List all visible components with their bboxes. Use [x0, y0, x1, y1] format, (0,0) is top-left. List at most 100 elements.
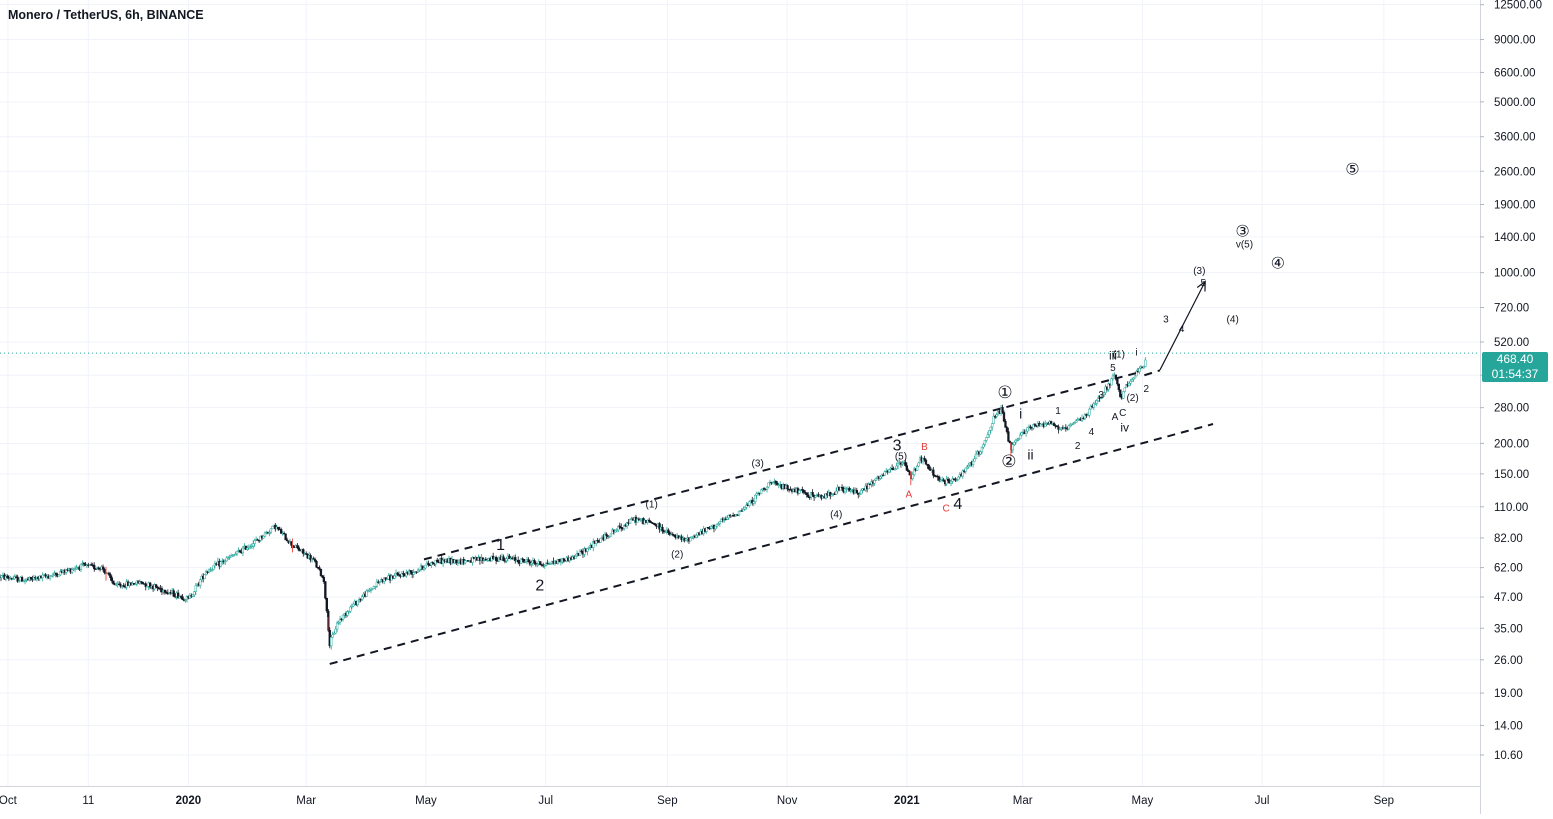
candle-body — [1052, 423, 1056, 426]
candle-body — [347, 610, 351, 613]
candle-body — [519, 558, 523, 564]
candle-body — [149, 582, 152, 588]
candle-body — [752, 501, 755, 504]
candle-body — [661, 526, 664, 532]
candle-body — [12, 578, 15, 580]
candle-body — [1072, 423, 1075, 425]
time-axis-label: 11 — [82, 795, 94, 807]
candle-body — [141, 582, 144, 584]
candle-body — [671, 533, 674, 536]
candle-body — [543, 565, 546, 567]
wave-label: (3) — [752, 458, 764, 469]
candle-body — [1086, 414, 1090, 417]
candle-body — [618, 525, 621, 528]
candle-body — [843, 488, 847, 493]
candle-body — [212, 565, 215, 570]
candle-body — [1001, 407, 1004, 413]
candle-body — [456, 562, 459, 564]
candle-body — [830, 494, 833, 497]
candle-body — [400, 573, 404, 577]
candle-body — [946, 478, 950, 481]
candle-body — [636, 518, 639, 523]
wave-label: A — [905, 490, 912, 501]
candle-body — [1097, 397, 1100, 402]
price-axis-label: 280.00 — [1494, 403, 1529, 415]
candle-body — [986, 434, 989, 438]
candle-body — [118, 583, 121, 586]
candle-body — [695, 535, 698, 538]
price-axis-label: 62.00 — [1494, 563, 1523, 575]
candle-body — [938, 476, 941, 481]
wave-label: B — [921, 442, 928, 453]
candle-body — [578, 550, 582, 556]
candle-body — [603, 533, 607, 541]
candle-body — [1004, 420, 1007, 428]
candle-body — [93, 564, 96, 570]
candle-body — [814, 495, 817, 498]
candle-body — [748, 501, 751, 506]
wave-label: C — [942, 503, 949, 514]
candle-body — [839, 486, 842, 491]
candle-body — [319, 568, 323, 577]
candle-body — [386, 578, 389, 581]
candle-body — [140, 581, 143, 583]
candle-body — [41, 574, 44, 578]
candle-body — [79, 564, 83, 570]
candle-body — [973, 458, 976, 462]
last-price-badge: 468.40 01:54:37 — [1482, 352, 1548, 382]
candle-body — [936, 476, 939, 478]
candle-body — [365, 590, 368, 597]
candle-body — [860, 490, 863, 495]
candle-body — [225, 557, 228, 562]
candle-body — [360, 596, 364, 600]
candle-body — [502, 556, 505, 561]
candle-body — [527, 559, 530, 562]
candle-body — [163, 589, 167, 593]
candle-body — [559, 561, 563, 563]
candle-body — [558, 559, 561, 563]
wave-label: ③ — [1235, 223, 1249, 240]
wave-label: 2 — [535, 577, 544, 594]
candle-body — [726, 517, 729, 520]
candle-body — [305, 553, 308, 555]
candle-body — [285, 539, 289, 542]
candle-body — [896, 462, 900, 467]
price-axis-label: 520.00 — [1494, 337, 1529, 349]
candle-body — [586, 548, 589, 552]
candle-body — [59, 571, 62, 576]
candle-body — [296, 545, 299, 548]
candle-body — [277, 526, 280, 530]
candle-body — [971, 460, 975, 465]
candle-body — [110, 577, 114, 582]
candle-body — [146, 586, 149, 588]
wave-label: ① — [997, 383, 1012, 402]
candle-body — [933, 475, 936, 477]
candle-body — [1127, 383, 1131, 387]
candle-body — [991, 423, 994, 428]
candle-body — [191, 594, 195, 597]
candle-body — [867, 483, 870, 490]
candle-body — [848, 487, 851, 492]
candle-body — [514, 557, 517, 562]
candle-body — [932, 469, 935, 476]
candle-body — [776, 482, 779, 486]
candle-body — [324, 581, 327, 599]
candle-body — [907, 470, 910, 472]
candle-body — [617, 525, 620, 531]
candle-body — [219, 561, 222, 567]
candle-body — [835, 490, 838, 495]
candle-body — [1104, 386, 1107, 393]
candle-body — [199, 579, 202, 586]
candle-body — [901, 462, 904, 465]
wave-label: 4 — [1089, 427, 1095, 438]
candle-body — [57, 574, 61, 577]
candle-body — [107, 572, 111, 575]
candle-body — [767, 482, 770, 488]
candle-body — [840, 486, 844, 489]
candle-body — [280, 529, 283, 534]
candle-body — [765, 486, 769, 490]
candle-body — [422, 567, 426, 570]
candle-body — [957, 476, 960, 480]
